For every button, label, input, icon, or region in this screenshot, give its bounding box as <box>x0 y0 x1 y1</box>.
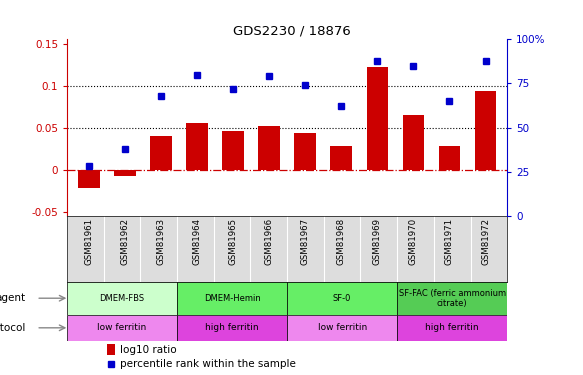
Bar <box>403 115 424 170</box>
Bar <box>177 315 287 341</box>
Text: GSM81970: GSM81970 <box>409 218 418 266</box>
Text: SF-FAC (ferric ammonium
citrate): SF-FAC (ferric ammonium citrate) <box>399 288 505 308</box>
Bar <box>107 344 115 355</box>
Bar <box>114 170 136 176</box>
Text: GSM81965: GSM81965 <box>229 218 237 266</box>
Bar <box>438 146 461 170</box>
Bar <box>397 315 507 341</box>
Bar <box>331 146 352 170</box>
Text: agent: agent <box>0 293 25 303</box>
Text: growth protocol: growth protocol <box>0 323 25 333</box>
Text: GSM81961: GSM81961 <box>84 218 93 266</box>
Bar <box>177 282 287 315</box>
Text: GSM81962: GSM81962 <box>120 218 129 266</box>
Bar <box>78 170 100 188</box>
Bar <box>397 282 507 315</box>
Bar <box>258 126 280 170</box>
Bar <box>294 133 316 170</box>
Text: high ferritin: high ferritin <box>205 323 259 332</box>
Text: GSM81969: GSM81969 <box>373 218 382 266</box>
Text: DMEM-Hemin: DMEM-Hemin <box>203 294 261 303</box>
Bar <box>222 131 244 170</box>
Text: high ferritin: high ferritin <box>426 323 479 332</box>
Text: log10 ratio: log10 ratio <box>120 345 177 354</box>
Text: SF-0: SF-0 <box>333 294 352 303</box>
Bar <box>186 123 208 170</box>
Bar <box>287 282 397 315</box>
Bar <box>367 67 388 170</box>
Text: GSM81963: GSM81963 <box>156 218 166 266</box>
Bar <box>67 282 177 315</box>
Text: GSM81972: GSM81972 <box>481 218 490 266</box>
Bar <box>475 91 496 170</box>
Text: low ferritin: low ferritin <box>318 323 367 332</box>
Text: DMEM-FBS: DMEM-FBS <box>100 294 145 303</box>
Text: GDS2230 / 18876: GDS2230 / 18876 <box>233 24 350 38</box>
Bar <box>150 136 171 170</box>
Text: GSM81966: GSM81966 <box>265 218 273 266</box>
Text: GSM81964: GSM81964 <box>192 218 202 266</box>
Text: percentile rank within the sample: percentile rank within the sample <box>120 359 296 369</box>
Bar <box>67 315 177 341</box>
Text: GSM81968: GSM81968 <box>337 218 346 266</box>
Text: GSM81971: GSM81971 <box>445 218 454 266</box>
Bar <box>287 315 397 341</box>
Text: GSM81967: GSM81967 <box>301 218 310 266</box>
Text: low ferritin: low ferritin <box>97 323 147 332</box>
